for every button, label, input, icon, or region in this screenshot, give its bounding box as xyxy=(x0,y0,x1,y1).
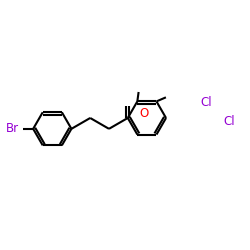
Text: Cl: Cl xyxy=(200,96,212,108)
Text: Cl: Cl xyxy=(223,115,235,128)
Text: Br: Br xyxy=(6,122,19,135)
Text: Cl: Cl xyxy=(223,115,235,128)
Text: O: O xyxy=(139,107,148,120)
Text: Br: Br xyxy=(6,122,19,135)
Text: Cl: Cl xyxy=(200,96,212,108)
Text: O: O xyxy=(139,107,148,120)
